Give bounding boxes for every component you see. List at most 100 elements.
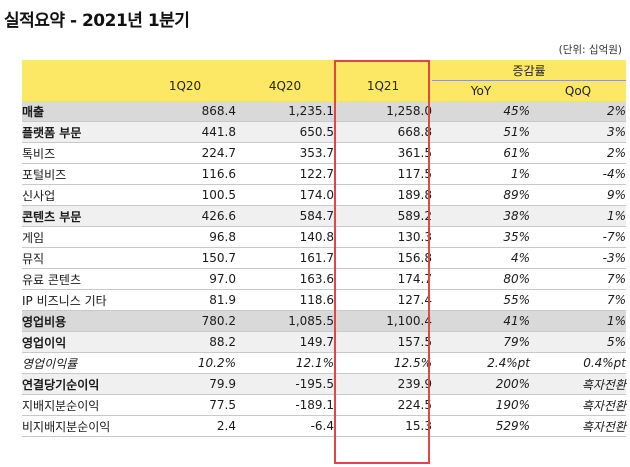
- cell-1q20: 88.2: [134, 331, 236, 353]
- cell-4q20: 161.7: [236, 247, 334, 269]
- cell-1q21: 12.5%: [334, 352, 432, 374]
- header-growth: 증감률: [432, 60, 626, 81]
- cell-4q20: 174.0: [236, 184, 334, 206]
- table-row: 연결당기순이익 79.9 -195.5 239.9 200% 흑자전환: [22, 373, 626, 395]
- table-row: 매출 868.4 1,235.1 1,258.0 45% 2%: [22, 101, 626, 122]
- cell-1q20: 96.8: [134, 226, 236, 248]
- cell-yoy: 38%: [432, 205, 530, 227]
- table-row: IP 비즈니스 기타 81.9 118.6 127.4 55% 7%: [22, 289, 626, 311]
- cell-1q20: 868.4: [134, 101, 236, 122]
- cell-1q21: 239.9: [334, 373, 432, 395]
- cell-qoq: 흑자전환: [530, 394, 626, 416]
- table-row: 유료 콘텐츠 97.0 163.6 174.7 80% 7%: [22, 268, 626, 290]
- cell-yoy: 529%: [432, 415, 530, 437]
- table-row: 영업이익 88.2 149.7 157.5 79% 5%: [22, 331, 626, 353]
- cell-4q20: 584.7: [236, 205, 334, 227]
- cell-1q21: 130.3: [334, 226, 432, 248]
- cell-yoy: 45%: [432, 101, 530, 122]
- cell-qoq: 7%: [530, 268, 626, 290]
- cell-yoy: 200%: [432, 373, 530, 395]
- cell-qoq: 7%: [530, 289, 626, 311]
- cell-1q21: 117.5: [334, 163, 432, 185]
- table-row: 플랫폼 부문 441.8 650.5 668.8 51% 3%: [22, 121, 626, 143]
- table-row: 영업비용 780.2 1,085.5 1,100.4 41% 1%: [22, 310, 626, 332]
- row-label: 비지배지분순이익: [22, 415, 134, 437]
- cell-4q20: 1,235.1: [236, 101, 334, 122]
- cell-1q21: 1,258.0: [334, 101, 432, 122]
- cell-4q20: -6.4: [236, 415, 334, 437]
- cell-qoq: 2%: [530, 142, 626, 164]
- cell-qoq: 2%: [530, 101, 626, 122]
- cell-yoy: 190%: [432, 394, 530, 416]
- cell-1q20: 2.4: [134, 415, 236, 437]
- cell-1q20: 441.8: [134, 121, 236, 143]
- cell-1q20: 79.9: [134, 373, 236, 395]
- row-label: 연결당기순이익: [22, 373, 134, 395]
- cell-qoq: -4%: [530, 163, 626, 185]
- cell-4q20: 163.6: [236, 268, 334, 290]
- cell-1q21: 157.5: [334, 331, 432, 353]
- cell-qoq: 0.4%pt: [530, 352, 626, 374]
- cell-1q21: 668.8: [334, 121, 432, 143]
- cell-yoy: 41%: [432, 310, 530, 332]
- header-yoy: YoY: [432, 80, 530, 101]
- summary-table: 1Q20 4Q20 1Q21 증감률 YoY QoQ 매출 868.4 1,235.…: [22, 60, 626, 437]
- page-title: 실적요약 - 2021년 1분기: [4, 11, 190, 31]
- cell-qoq: 흑자전환: [530, 415, 626, 437]
- header-4q20: 4Q20: [236, 60, 334, 101]
- header-blank: [22, 60, 134, 101]
- table-row: 게임 96.8 140.8 130.3 35% -7%: [22, 226, 626, 248]
- table-row: 비지배지분순이익 2.4 -6.4 15.3 529% 흑자전환: [22, 415, 626, 437]
- row-label: 톡비즈: [22, 142, 134, 164]
- cell-4q20: -189.1: [236, 394, 334, 416]
- cell-qoq: -3%: [530, 247, 626, 269]
- cell-4q20: 118.6: [236, 289, 334, 311]
- row-label: 영업이익: [22, 331, 134, 353]
- cell-1q20: 97.0: [134, 268, 236, 290]
- cell-1q20: 116.6: [134, 163, 236, 185]
- cell-yoy: 80%: [432, 268, 530, 290]
- row-label: 영업이익률: [22, 352, 134, 374]
- cell-yoy: 2.4%pt: [432, 352, 530, 374]
- row-label: 매출: [22, 101, 134, 122]
- row-label: 신사업: [22, 184, 134, 206]
- table-row: 콘텐츠 부문 426.6 584.7 589.2 38% 1%: [22, 205, 626, 227]
- cell-1q20: 780.2: [134, 310, 236, 332]
- row-label: 게임: [22, 226, 134, 248]
- table-row: 신사업 100.5 174.0 189.8 89% 9%: [22, 184, 626, 206]
- cell-yoy: 35%: [432, 226, 530, 248]
- header-1q20: 1Q20: [134, 60, 236, 101]
- cell-yoy: 55%: [432, 289, 530, 311]
- cell-yoy: 1%: [432, 163, 530, 185]
- cell-qoq: -7%: [530, 226, 626, 248]
- row-label: 유료 콘텐츠: [22, 268, 134, 290]
- table-row: 톡비즈 224.7 353.7 361.5 61% 2%: [22, 142, 626, 164]
- cell-1q21: 156.8: [334, 247, 432, 269]
- cell-4q20: 12.1%: [236, 352, 334, 374]
- cell-4q20: 650.5: [236, 121, 334, 143]
- row-label: 플랫폼 부문: [22, 121, 134, 143]
- cell-1q21: 127.4: [334, 289, 432, 311]
- cell-1q20: 426.6: [134, 205, 236, 227]
- row-label: 지배지분순이익: [22, 394, 134, 416]
- cell-qoq: 1%: [530, 310, 626, 332]
- cell-4q20: 140.8: [236, 226, 334, 248]
- cell-yoy: 61%: [432, 142, 530, 164]
- header-1q21: 1Q21: [334, 60, 432, 101]
- table-row: 뮤직 150.7 161.7 156.8 4% -3%: [22, 247, 626, 269]
- cell-1q21: 589.2: [334, 205, 432, 227]
- row-label: 포털비즈: [22, 163, 134, 185]
- cell-1q20: 150.7: [134, 247, 236, 269]
- cell-4q20: 122.7: [236, 163, 334, 185]
- table-row: 영업이익률 10.2% 12.1% 12.5% 2.4%pt 0.4%pt: [22, 352, 626, 374]
- header-qoq: QoQ: [530, 80, 626, 101]
- row-label: 영업비용: [22, 310, 134, 332]
- table-row: 지배지분순이익 77.5 -189.1 224.5 190% 흑자전환: [22, 394, 626, 416]
- cell-qoq: 3%: [530, 121, 626, 143]
- cell-1q20: 224.7: [134, 142, 236, 164]
- cell-4q20: 353.7: [236, 142, 334, 164]
- cell-1q21: 174.7: [334, 268, 432, 290]
- cell-1q21: 361.5: [334, 142, 432, 164]
- cell-qoq: 9%: [530, 184, 626, 206]
- cell-1q20: 10.2%: [134, 352, 236, 374]
